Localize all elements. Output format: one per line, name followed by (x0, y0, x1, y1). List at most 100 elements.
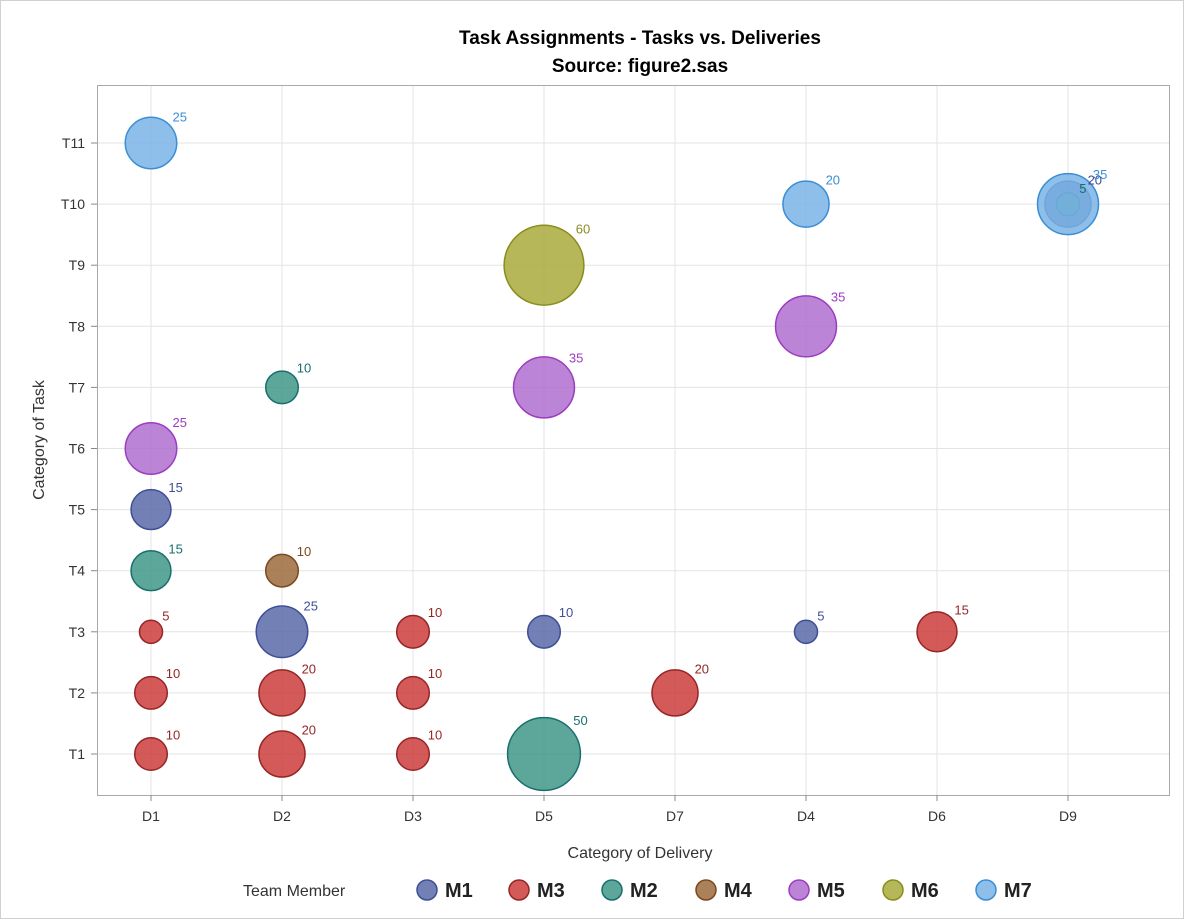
bubble-m3 (258, 730, 306, 778)
y-tick-label: T8 (69, 318, 86, 334)
bubble-value-label: 10 (559, 605, 573, 620)
y-tick-label: T11 (62, 135, 85, 151)
bubble-value-label: 20 (302, 661, 316, 676)
bubble-m3 (258, 669, 306, 717)
legend-label-m7: M7 (1004, 880, 1032, 902)
bubble-m3 (651, 669, 699, 717)
bubble-value-label: 10 (166, 666, 180, 681)
bubble-value-label: 35 (1093, 167, 1107, 182)
legend-label-m3: M3 (537, 880, 565, 902)
legend-swatch-m5 (788, 879, 810, 901)
bubble-m3 (138, 619, 164, 645)
bubble-m3 (133, 736, 169, 772)
legend-swatch-m3 (508, 879, 530, 901)
bubble-value-label: 10 (428, 727, 442, 742)
y-axis-label: Category of Task (31, 379, 48, 500)
x-axis-label: Category of Delivery (568, 845, 713, 862)
legend-swatch-m2 (601, 879, 623, 901)
bubble-value-label: 10 (428, 605, 442, 620)
y-tick-label: T6 (69, 441, 86, 457)
bubble-value-label: 5 (1079, 181, 1086, 196)
bubble-m3 (916, 611, 958, 653)
bubble-m7 (124, 116, 178, 170)
bubble-value-label: 10 (428, 666, 442, 681)
bubble-value-label: 50 (573, 713, 587, 728)
x-tick-label: D4 (797, 808, 815, 824)
bubble-m3 (395, 736, 431, 772)
bubble-value-label: 20 (1088, 173, 1102, 188)
bubble-m2 (264, 370, 300, 405)
bubble-m6 (503, 224, 585, 306)
bubble-value-label: 20 (826, 173, 840, 188)
bubble-m1 (793, 619, 819, 645)
bubble-value-label: 10 (297, 361, 311, 376)
bubble-m7 (1036, 172, 1100, 236)
legend-swatch-m6 (882, 879, 904, 901)
bubble-value-label: 60 (576, 221, 590, 236)
bubble-value-label: 35 (831, 289, 845, 304)
y-axis-ticks: T1 T2 T3 T4 T5 T6 T7 T8 T9 T10 T11 (61, 135, 97, 762)
bubble-m5 (512, 356, 576, 419)
bubble-value-label: 5 (817, 609, 824, 624)
plot-area (97, 85, 1170, 796)
y-tick-label: T10 (61, 196, 85, 212)
x-tick-label: D6 (928, 808, 946, 824)
bubble-m1 (130, 488, 172, 531)
bubble-m2 (506, 716, 582, 792)
y-tick-label: T5 (69, 502, 86, 518)
x-axis-ticks: D1 D2 D3 D5 D7 D4 D6 D9 (142, 795, 1077, 824)
legend-swatch-m7 (975, 879, 997, 901)
y-tick-label: T4 (69, 563, 86, 579)
chart-subtitle: Source: figure2.sas (552, 56, 728, 77)
bubble-m7 (782, 180, 830, 228)
bubble-value-label: 10 (166, 727, 180, 742)
bubble-value-label: 15 (954, 602, 968, 617)
legend-label-m6: M6 (911, 880, 939, 902)
x-tick-label: D2 (273, 808, 291, 824)
legend-swatch-m4 (695, 879, 717, 901)
bubble-value-label: 35 (569, 350, 583, 365)
bubble-m5 (774, 295, 838, 358)
y-tick-label: T1 (69, 746, 86, 762)
y-tick-label: T7 (69, 379, 86, 395)
bubble-value-label: 5 (162, 609, 169, 624)
legend-label-m4: M4 (724, 880, 753, 902)
x-tick-label: D1 (142, 808, 160, 824)
bubble-m4 (264, 553, 300, 588)
bubble-m2 (130, 550, 172, 592)
legend-title: Team Member (243, 883, 346, 900)
bubble-m1 (526, 614, 562, 649)
legend: Team Member M1 M3 M2 M4 M5 M6 M7 (243, 879, 1032, 902)
bubbles-layer (124, 116, 1100, 792)
chart-title: Task Assignments - Tasks vs. Deliveries (459, 28, 821, 49)
bubble-m5 (124, 422, 178, 475)
bubble-value-label: 20 (695, 661, 709, 676)
x-tick-label: D9 (1059, 808, 1077, 824)
x-tick-label: D3 (404, 808, 422, 824)
bubble-value-label: 15 (168, 541, 182, 556)
bubble-value-label: 20 (302, 722, 316, 737)
bubble-m3 (133, 675, 169, 710)
x-tick-label: D7 (666, 808, 684, 824)
bubble-value-label: 25 (173, 415, 187, 430)
bubble-value-label: 15 (168, 480, 182, 495)
bubble-m3 (395, 675, 431, 710)
bubble-value-label: 10 (297, 544, 311, 559)
bubble-value-label: 25 (173, 109, 187, 124)
legend-label-m5: M5 (817, 880, 845, 902)
y-tick-label: T2 (69, 685, 86, 701)
legend-label-m2: M2 (630, 880, 658, 902)
x-tick-label: D5 (535, 808, 553, 824)
legend-label-m1: M1 (445, 880, 473, 902)
bubble-m1 (255, 605, 309, 659)
bubble-m3 (395, 614, 431, 649)
legend-swatch-m1 (416, 879, 438, 901)
bubble-value-label: 25 (304, 598, 318, 613)
grid-layer (97, 85, 1169, 795)
y-tick-label: T9 (69, 257, 86, 273)
y-tick-label: T3 (69, 624, 86, 640)
